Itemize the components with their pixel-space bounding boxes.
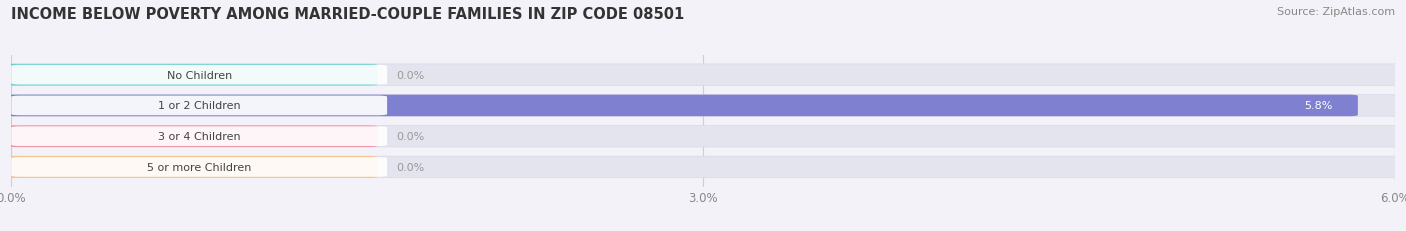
FancyBboxPatch shape	[1, 126, 1405, 147]
Text: INCOME BELOW POVERTY AMONG MARRIED-COUPLE FAMILIES IN ZIP CODE 08501: INCOME BELOW POVERTY AMONG MARRIED-COUPL…	[11, 7, 685, 22]
FancyBboxPatch shape	[1, 65, 1405, 86]
Text: 0.0%: 0.0%	[396, 132, 425, 142]
FancyBboxPatch shape	[11, 66, 387, 85]
FancyBboxPatch shape	[11, 127, 387, 146]
FancyBboxPatch shape	[1, 95, 1405, 117]
FancyBboxPatch shape	[1, 126, 378, 147]
Text: 5 or more Children: 5 or more Children	[148, 162, 252, 172]
Text: 0.0%: 0.0%	[396, 70, 425, 80]
Text: 1 or 2 Children: 1 or 2 Children	[157, 101, 240, 111]
FancyBboxPatch shape	[1, 156, 1405, 178]
Text: Source: ZipAtlas.com: Source: ZipAtlas.com	[1277, 7, 1395, 17]
FancyBboxPatch shape	[1, 156, 378, 178]
Text: No Children: No Children	[166, 70, 232, 80]
Text: 0.0%: 0.0%	[396, 162, 425, 172]
Text: 3 or 4 Children: 3 or 4 Children	[157, 132, 240, 142]
FancyBboxPatch shape	[11, 96, 387, 116]
Text: 5.8%: 5.8%	[1305, 101, 1333, 111]
FancyBboxPatch shape	[1, 95, 1358, 117]
FancyBboxPatch shape	[11, 157, 387, 177]
FancyBboxPatch shape	[1, 65, 378, 86]
